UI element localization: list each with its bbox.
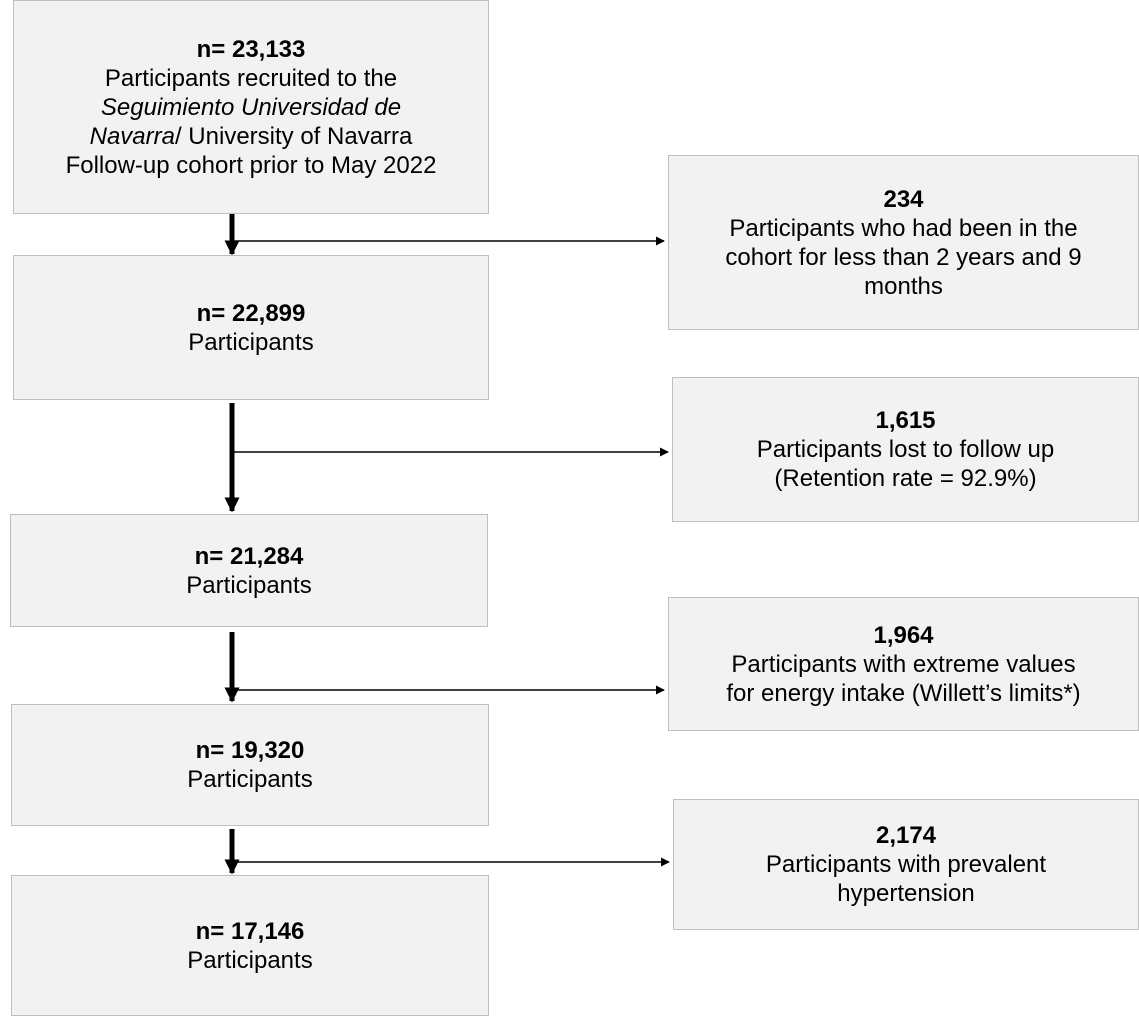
exclusion-box: 1,964 Participants with extreme values for… xyxy=(668,597,1139,731)
text-segment: Participants xyxy=(187,766,313,793)
count: n= 23,133 xyxy=(196,35,306,63)
text-line: months xyxy=(864,272,943,301)
text-line: Participants with prevalent xyxy=(766,850,1046,879)
text-segment: months xyxy=(864,272,943,300)
text-segment: Navarra xyxy=(89,122,175,150)
count: 1,964 xyxy=(873,621,934,649)
text-segment: for energy intake (Willett’s limits*) xyxy=(726,679,1081,707)
text-segment: / University of Navarra xyxy=(174,122,413,150)
text-line: Participants who had been in the xyxy=(729,214,1077,243)
cohort-box: n= 19,320 Participants xyxy=(11,704,489,826)
text-segment: Participants with prevalent xyxy=(765,851,1047,878)
text-segment: Participants xyxy=(187,946,313,974)
cohort-box: n= 21,284 Participants xyxy=(10,514,488,627)
text-segment: Participants recruited to the xyxy=(104,64,398,92)
count: n= 21,284 xyxy=(194,542,304,570)
side-arrows xyxy=(232,236,670,867)
exclusion-box: 2,174 Participants with prevalent hyperten… xyxy=(673,799,1139,930)
count: n= 22,899 xyxy=(196,299,306,327)
text-line: Participants recruited to the xyxy=(105,64,397,93)
text-segment: hypertension xyxy=(837,880,975,907)
text-segment: Participants xyxy=(188,328,314,356)
text-segment: Participants lost to follow up xyxy=(756,436,1055,463)
text-line: for energy intake (Willett’s limits*) xyxy=(726,679,1080,708)
text-line: Follow-up cohort prior to May 2022 xyxy=(66,151,437,180)
text-segment: cohort for less than 2 years and 9 xyxy=(725,243,1082,271)
text-line: Participants with extreme values xyxy=(731,650,1075,679)
text-segment: Participants xyxy=(186,571,312,599)
count: 1,615 xyxy=(875,407,936,434)
text-line: Participants lost to follow up xyxy=(757,435,1054,464)
text-line: cohort for less than 2 years and 9 xyxy=(725,243,1081,272)
count: 234 xyxy=(883,185,924,213)
text-line: Participants xyxy=(187,946,312,975)
text-line: Seguimiento Universidad de xyxy=(101,93,401,122)
text-segment: Follow-up cohort prior to May 2022 xyxy=(65,151,437,179)
count: n= 17,146 xyxy=(195,917,305,945)
count: n= 19,320 xyxy=(195,737,305,764)
cohort-box: n= 23,133 Participants recruited to the Se… xyxy=(13,0,489,214)
text-line: Navarra/ University of Navarra xyxy=(90,122,413,151)
text-line: Participants xyxy=(187,765,312,794)
cohort-box: n= 22,899 Participants xyxy=(13,255,489,400)
exclusion-box: 1,615 Participants lost to follow up (Rete… xyxy=(672,377,1139,522)
text-line: (Retention rate = 92.9%) xyxy=(774,464,1036,493)
text-line: Participants xyxy=(186,571,311,600)
text-line: Participants xyxy=(188,328,313,357)
text-segment: (Retention rate = 92.9%) xyxy=(774,465,1037,492)
text-segment: Participants with extreme values xyxy=(731,650,1076,678)
text-line: hypertension xyxy=(837,879,974,908)
count: 2,174 xyxy=(875,822,937,849)
cohort-box: n= 17,146 Participants xyxy=(11,875,489,1016)
text-segment: Seguimiento Universidad de xyxy=(100,93,402,121)
text-segment: Participants who had been in the xyxy=(729,214,1078,242)
exclusion-box: 234 Participants who had been in the cohor… xyxy=(668,155,1139,330)
